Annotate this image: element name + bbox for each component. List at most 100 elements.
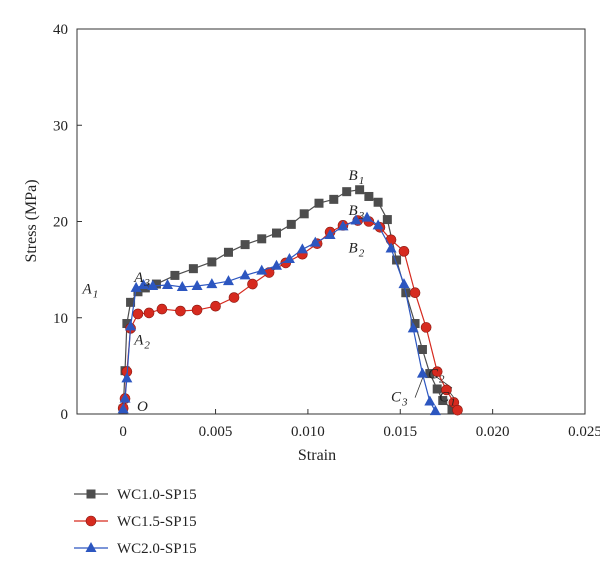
data-point-wc1-0-sp15 — [122, 319, 132, 329]
data-point-wc1-0-sp15 — [299, 209, 309, 219]
data-point-wc2-0-sp15 — [350, 214, 362, 225]
data-point-wc1-0-sp15 — [410, 319, 420, 329]
data-point-wc1-0-sp15 — [240, 240, 250, 250]
legend-label: WC1.0-SP15 — [117, 487, 197, 503]
data-point-wc2-0-sp15 — [138, 279, 150, 290]
data-point-wc2-0-sp15 — [309, 236, 321, 247]
data-point-wc2-0-sp15 — [147, 279, 159, 290]
x-tick-label: 0.025 — [568, 424, 600, 440]
data-point-wc1-0-sp15 — [257, 234, 267, 244]
data-point-wc1-5-sp15 — [420, 322, 432, 333]
data-point-wc2-0-sp15 — [222, 275, 234, 286]
x-axis-title: Strain — [298, 447, 336, 464]
data-point-wc1-0-sp15 — [432, 384, 442, 394]
data-point-wc2-0-sp15 — [256, 264, 268, 275]
data-point-wc1-0-sp15 — [438, 396, 448, 406]
data-point-wc1-0-sp15 — [373, 197, 383, 207]
x-tick-label: 0.015 — [383, 424, 417, 440]
series-layer — [117, 185, 463, 416]
point-label-c3: C3 — [391, 389, 408, 408]
x-tick-label: 0.010 — [291, 424, 325, 440]
point-label-o: O — [137, 399, 148, 415]
data-point-wc2-0-sp15 — [283, 253, 295, 264]
point-label-b1: B1 — [349, 168, 365, 187]
series-wc1-0-sp15 — [118, 185, 457, 414]
data-point-wc1-0-sp15 — [151, 279, 161, 289]
data-point-wc1-0-sp15 — [342, 187, 352, 197]
x-tick-label: 0 — [119, 424, 127, 440]
data-point-wc1-0-sp15 — [126, 297, 136, 307]
point-label-a1: A1 — [82, 282, 99, 301]
data-point-wc1-0-sp15 — [272, 228, 282, 238]
y-tick-label: 40 — [53, 22, 68, 38]
legend-item-wc1-5-sp15: WC1.5-SP15 — [74, 514, 197, 530]
data-point-wc2-0-sp15 — [239, 269, 251, 280]
data-point-wc1-5-sp15 — [247, 278, 258, 290]
legend-item-wc2-0-sp15: WC2.0-SP15 — [74, 541, 197, 557]
data-point-wc1-5-sp15 — [398, 246, 410, 257]
point-label-a2: A2 — [133, 333, 150, 352]
data-point-wc2-0-sp15 — [407, 322, 419, 333]
data-point-wc2-0-sp15 — [119, 392, 131, 403]
data-point-wc2-0-sp15 — [324, 228, 336, 239]
y-tick-label: 0 — [61, 407, 69, 423]
data-point-wc1-0-sp15 — [417, 345, 427, 355]
data-point-wc2-0-sp15 — [429, 405, 441, 416]
y-tick-label: 10 — [53, 311, 68, 327]
data-point-wc2-0-sp15 — [121, 372, 133, 383]
data-point-wc2-0-sp15 — [206, 278, 218, 289]
legend: WC1.0-SP15 WC1.5-SP15 WC2.0-SP15 — [74, 487, 197, 557]
data-point-wc2-0-sp15 — [372, 219, 384, 230]
legend-marker — [85, 515, 97, 527]
y-tick-label: 30 — [53, 118, 68, 134]
axis-ticks: 0 0.005 0.010 0.015 0.020 0.025 0 10 20 30 40 — [53, 22, 600, 440]
legend-marker — [86, 489, 96, 499]
leader-line — [414, 373, 425, 398]
data-point-wc2-0-sp15 — [385, 242, 397, 253]
data-point-wc2-0-sp15 — [337, 220, 349, 231]
data-point-wc1-0-sp15 — [392, 255, 402, 265]
legend-marker — [85, 542, 97, 552]
legend-label: WC2.0-SP15 — [117, 541, 197, 557]
y-tick-label: 20 — [53, 215, 68, 231]
data-point-wc2-0-sp15 — [296, 243, 308, 254]
data-point-wc1-0-sp15 — [286, 219, 296, 229]
data-point-wc1-0-sp15 — [364, 191, 374, 201]
x-tick-label: 0.005 — [199, 424, 233, 440]
data-point-wc2-0-sp15 — [416, 367, 428, 378]
data-point-wc1-5-sp15 — [409, 287, 421, 299]
data-point-wc1-0-sp15 — [188, 264, 198, 274]
legend-item-wc1-0-sp15: WC1.0-SP15 — [74, 487, 197, 503]
data-point-wc1-0-sp15 — [447, 404, 457, 414]
data-point-wc1-0-sp15 — [382, 215, 392, 225]
data-point-wc1-5-sp15 — [441, 384, 452, 396]
data-point-wc1-0-sp15 — [355, 185, 365, 195]
data-point-wc1-5-sp15 — [143, 307, 155, 319]
data-point-wc2-0-sp15 — [271, 259, 283, 270]
data-point-wc1-5-sp15 — [191, 304, 203, 316]
x-tick-label: 0.020 — [476, 424, 510, 440]
series-wc2-0-sp15 — [117, 211, 441, 416]
point-label-b2: B2 — [349, 240, 365, 259]
data-point-wc2-0-sp15 — [191, 279, 203, 290]
data-point-wc1-0-sp15 — [329, 194, 339, 204]
point-label-c1: C1 — [439, 389, 456, 408]
data-point-wc1-0-sp15 — [207, 257, 217, 267]
data-point-wc1-0-sp15 — [425, 369, 435, 379]
legend-label: WC1.5-SP15 — [117, 514, 197, 530]
data-point-wc2-0-sp15 — [361, 211, 373, 222]
data-point-wc2-0-sp15 — [162, 279, 174, 290]
point-label-c2: C2 — [428, 366, 445, 385]
data-point-wc2-0-sp15 — [117, 403, 129, 414]
data-point-wc1-5-sp15 — [156, 303, 168, 315]
data-point-wc1-5-sp15 — [431, 366, 443, 377]
data-point-wc1-5-sp15 — [132, 308, 144, 320]
data-point-wc1-5-sp15 — [210, 300, 221, 312]
data-point-wc2-0-sp15 — [398, 278, 410, 289]
data-point-wc2-0-sp15 — [176, 280, 188, 291]
data-point-wc1-0-sp15 — [314, 198, 324, 208]
plot-frame — [76, 28, 586, 415]
data-point-wc1-5-sp15 — [175, 305, 186, 317]
